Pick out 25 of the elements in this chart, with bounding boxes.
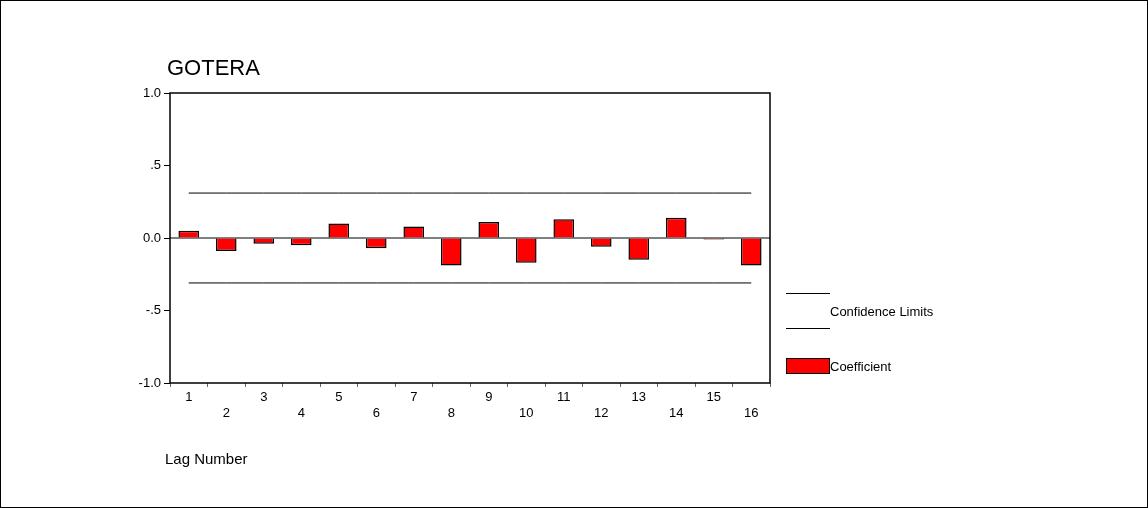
x-tick-label: 16 [744,404,759,420]
x-tick-label: 4 [297,404,305,420]
x-tick-label: 3 [260,389,268,405]
y-tick-label: -1.0 [138,374,161,390]
legend-label: Coefficient [830,358,892,374]
x-tick-label: 11 [557,389,571,405]
text: Confidence Limits [830,303,934,319]
y-tick-label: .5 [150,157,161,173]
x-tick-label: 12 [594,404,609,420]
y-tick-label: 1.0 [142,84,161,100]
x-tick-label: 5 [335,389,343,405]
y-tick-label: -.5 [145,302,161,318]
x-tick-label: 6 [372,404,380,420]
chart-title: GOTERA [167,55,261,80]
x-tick-label: 2 [222,404,230,420]
x-axis-title: Lag Number [165,450,248,467]
x-tick-label: 15 [706,389,721,405]
x-tick-label: 9 [485,389,493,405]
x-tick-label: 13 [631,389,646,405]
x-tick-label: 10 [519,404,534,420]
x-tick-label: 8 [447,404,455,420]
x-tick-label: 7 [410,389,418,405]
y-tick-label: 0.0 [142,229,161,245]
x-tick-label: 1 [185,389,193,405]
x-tick-label: 14 [669,404,684,420]
